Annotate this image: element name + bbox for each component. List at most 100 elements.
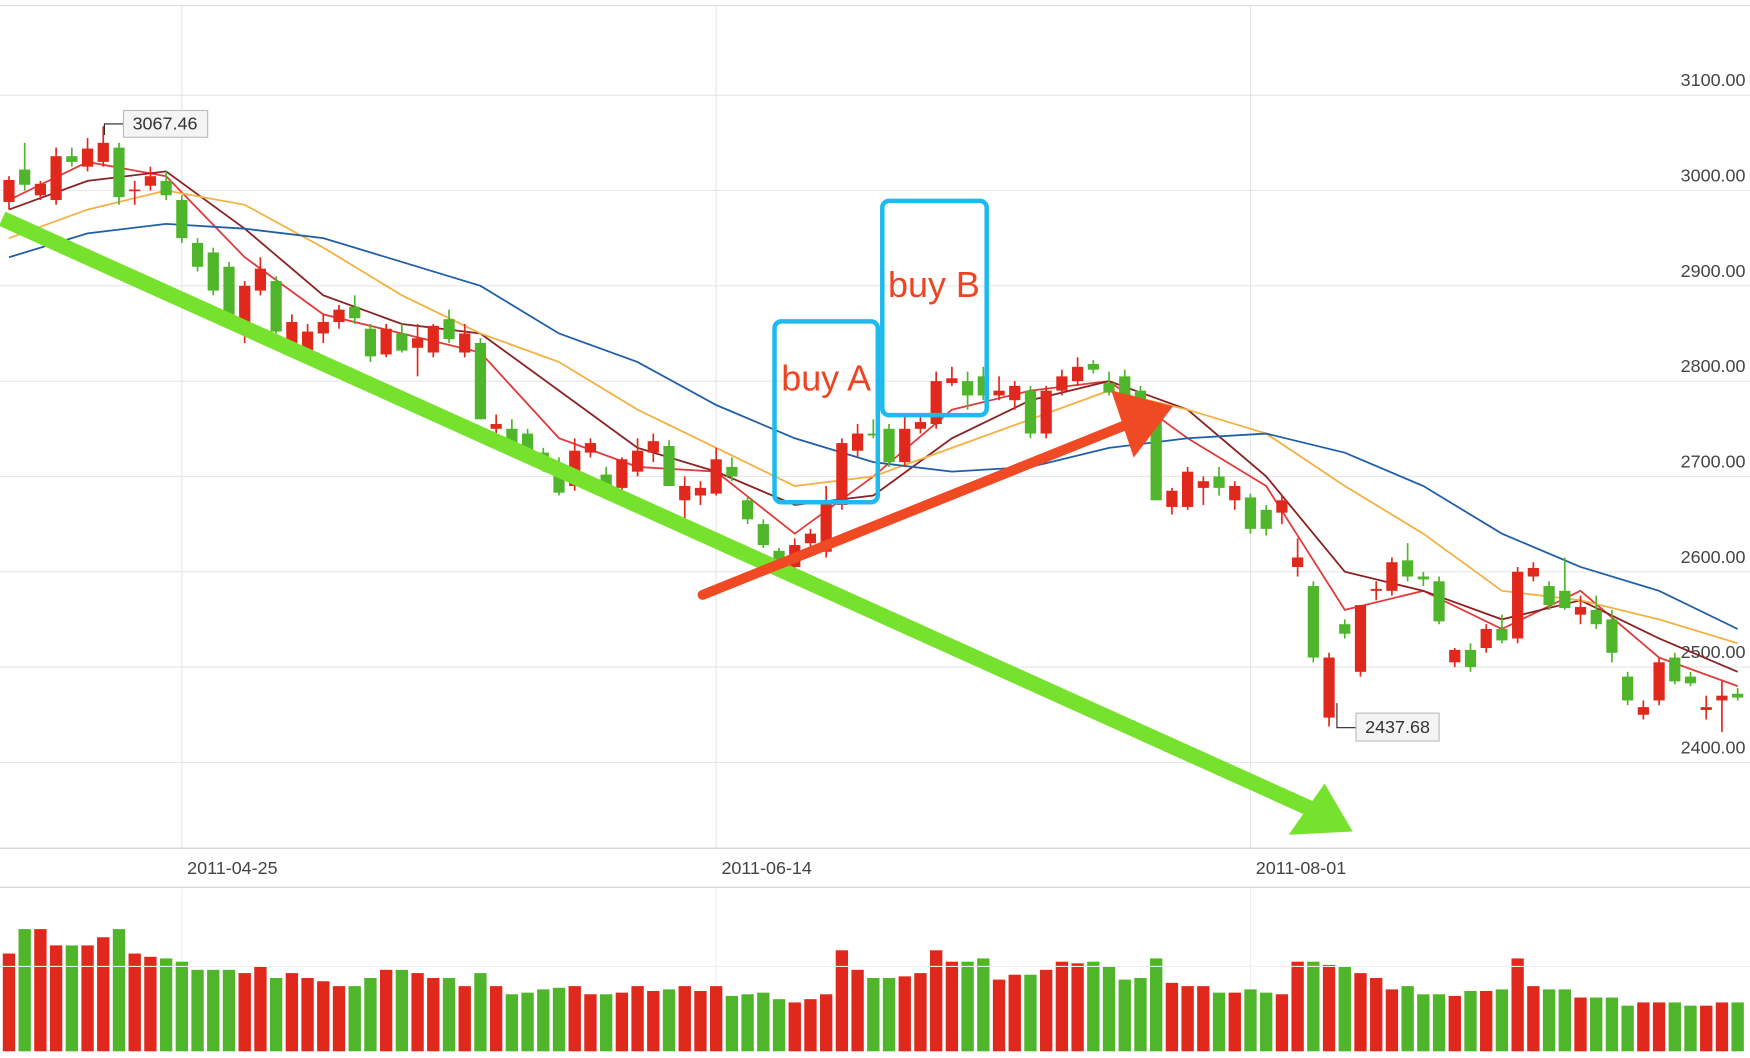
volume-bar — [1150, 958, 1163, 1052]
candle-body — [1323, 657, 1335, 718]
candle-body — [631, 450, 644, 472]
volume-bar — [301, 977, 314, 1052]
candle-body — [1024, 390, 1037, 434]
volume-bar — [662, 989, 676, 1052]
volume-bar — [49, 945, 63, 1052]
candle-body — [411, 338, 424, 348]
volume-bar — [1401, 986, 1414, 1052]
candle-body — [1197, 481, 1209, 488]
volume-bar — [537, 989, 550, 1052]
leader-line — [1336, 703, 1356, 729]
candle-body — [1150, 414, 1162, 501]
volume-bar — [1448, 995, 1461, 1052]
volume-bar — [1715, 1002, 1729, 1052]
volume-bar — [159, 958, 173, 1052]
volume-bar — [1464, 991, 1477, 1052]
x-tick-label: 2011-08-01 — [1256, 858, 1346, 878]
candle-body — [836, 443, 848, 506]
buy-a-label: buy A — [781, 359, 871, 399]
volume-bar — [961, 961, 974, 1052]
candle-body — [1040, 390, 1052, 434]
y-tick-label: 2400.00 — [1681, 738, 1746, 758]
volume-bar — [144, 956, 157, 1052]
candle-body — [1449, 649, 1461, 663]
volume-bar — [1605, 997, 1619, 1052]
y-tick-label: 2700.00 — [1681, 452, 1746, 472]
x-tick-label: 2011-06-14 — [721, 858, 811, 878]
candle-body — [663, 445, 675, 486]
candle-body — [977, 376, 989, 396]
candle-body — [946, 378, 958, 384]
candle-body — [396, 333, 408, 351]
candle-body — [66, 156, 78, 162]
volume-bar — [1087, 961, 1100, 1052]
candle-body — [1119, 376, 1131, 399]
x-tick-label: 2011-04-25 — [187, 858, 277, 878]
volume-bar — [945, 961, 959, 1052]
volume-bar — [757, 992, 770, 1052]
y-tick-label: 2900.00 — [1681, 261, 1746, 281]
volume-bar — [65, 945, 79, 1052]
volume-bar — [128, 953, 141, 1052]
y-tick-label: 2500.00 — [1681, 642, 1746, 662]
volume-bar — [97, 937, 110, 1052]
volume-bar — [1181, 986, 1194, 1052]
candle-body — [1339, 624, 1351, 634]
volume-bar — [1055, 961, 1069, 1052]
buy-box — [880, 198, 989, 418]
candle-body — [1072, 366, 1084, 382]
volume-bar — [568, 986, 581, 1052]
volume-bar — [395, 969, 409, 1052]
candle-body — [1622, 676, 1634, 701]
candle-body — [50, 156, 62, 201]
volume-bar — [411, 973, 424, 1052]
candle-body — [883, 428, 895, 463]
volume-bar — [615, 992, 629, 1052]
buy-box — [772, 319, 881, 505]
candle-body — [1009, 385, 1021, 401]
volume-bar — [1370, 977, 1383, 1052]
volume-bar — [992, 979, 1006, 1052]
candle-body — [804, 533, 817, 544]
volume-bar — [1574, 997, 1587, 1052]
volume-bar — [1275, 994, 1289, 1052]
volume-bar — [835, 950, 849, 1052]
volume-bar — [458, 986, 471, 1052]
volume-bar — [1354, 973, 1367, 1052]
volume-bar — [1307, 961, 1320, 1052]
volume-bar — [2, 953, 16, 1052]
volume-bar — [1558, 989, 1571, 1052]
candle-body — [1056, 376, 1068, 391]
candle-body — [1590, 609, 1602, 625]
candle-body — [1543, 586, 1555, 606]
volume-bar — [1071, 963, 1084, 1052]
volume-bar — [207, 969, 220, 1052]
candle-body — [254, 268, 267, 291]
volume-bar — [442, 977, 456, 1052]
candle-body — [1606, 619, 1618, 653]
candle-body — [1182, 471, 1194, 507]
volume-bar — [1197, 986, 1210, 1052]
candle-body — [1134, 390, 1147, 405]
candle-body — [600, 474, 612, 486]
volume-bar — [18, 929, 31, 1052]
volume-bar — [285, 973, 299, 1052]
candle-body — [1386, 562, 1398, 591]
candle-body — [1574, 607, 1587, 615]
y-tick-label: 2800.00 — [1681, 356, 1746, 376]
candle-body — [726, 466, 738, 477]
trend-arrow — [0, 211, 1323, 820]
candle-body — [1292, 557, 1304, 567]
volume-bar — [694, 991, 707, 1052]
volume-bar — [898, 976, 911, 1052]
candle-body — [1559, 590, 1571, 608]
candle-body — [757, 524, 769, 546]
volume-bar — [379, 969, 393, 1052]
candle-body — [427, 325, 439, 353]
volume-bar — [1495, 989, 1509, 1052]
volume-bar — [788, 1002, 801, 1052]
volume-bar — [1684, 1005, 1697, 1052]
volume-bar — [1480, 991, 1493, 1052]
candle-body — [1260, 509, 1272, 529]
candle-body — [1496, 628, 1508, 641]
